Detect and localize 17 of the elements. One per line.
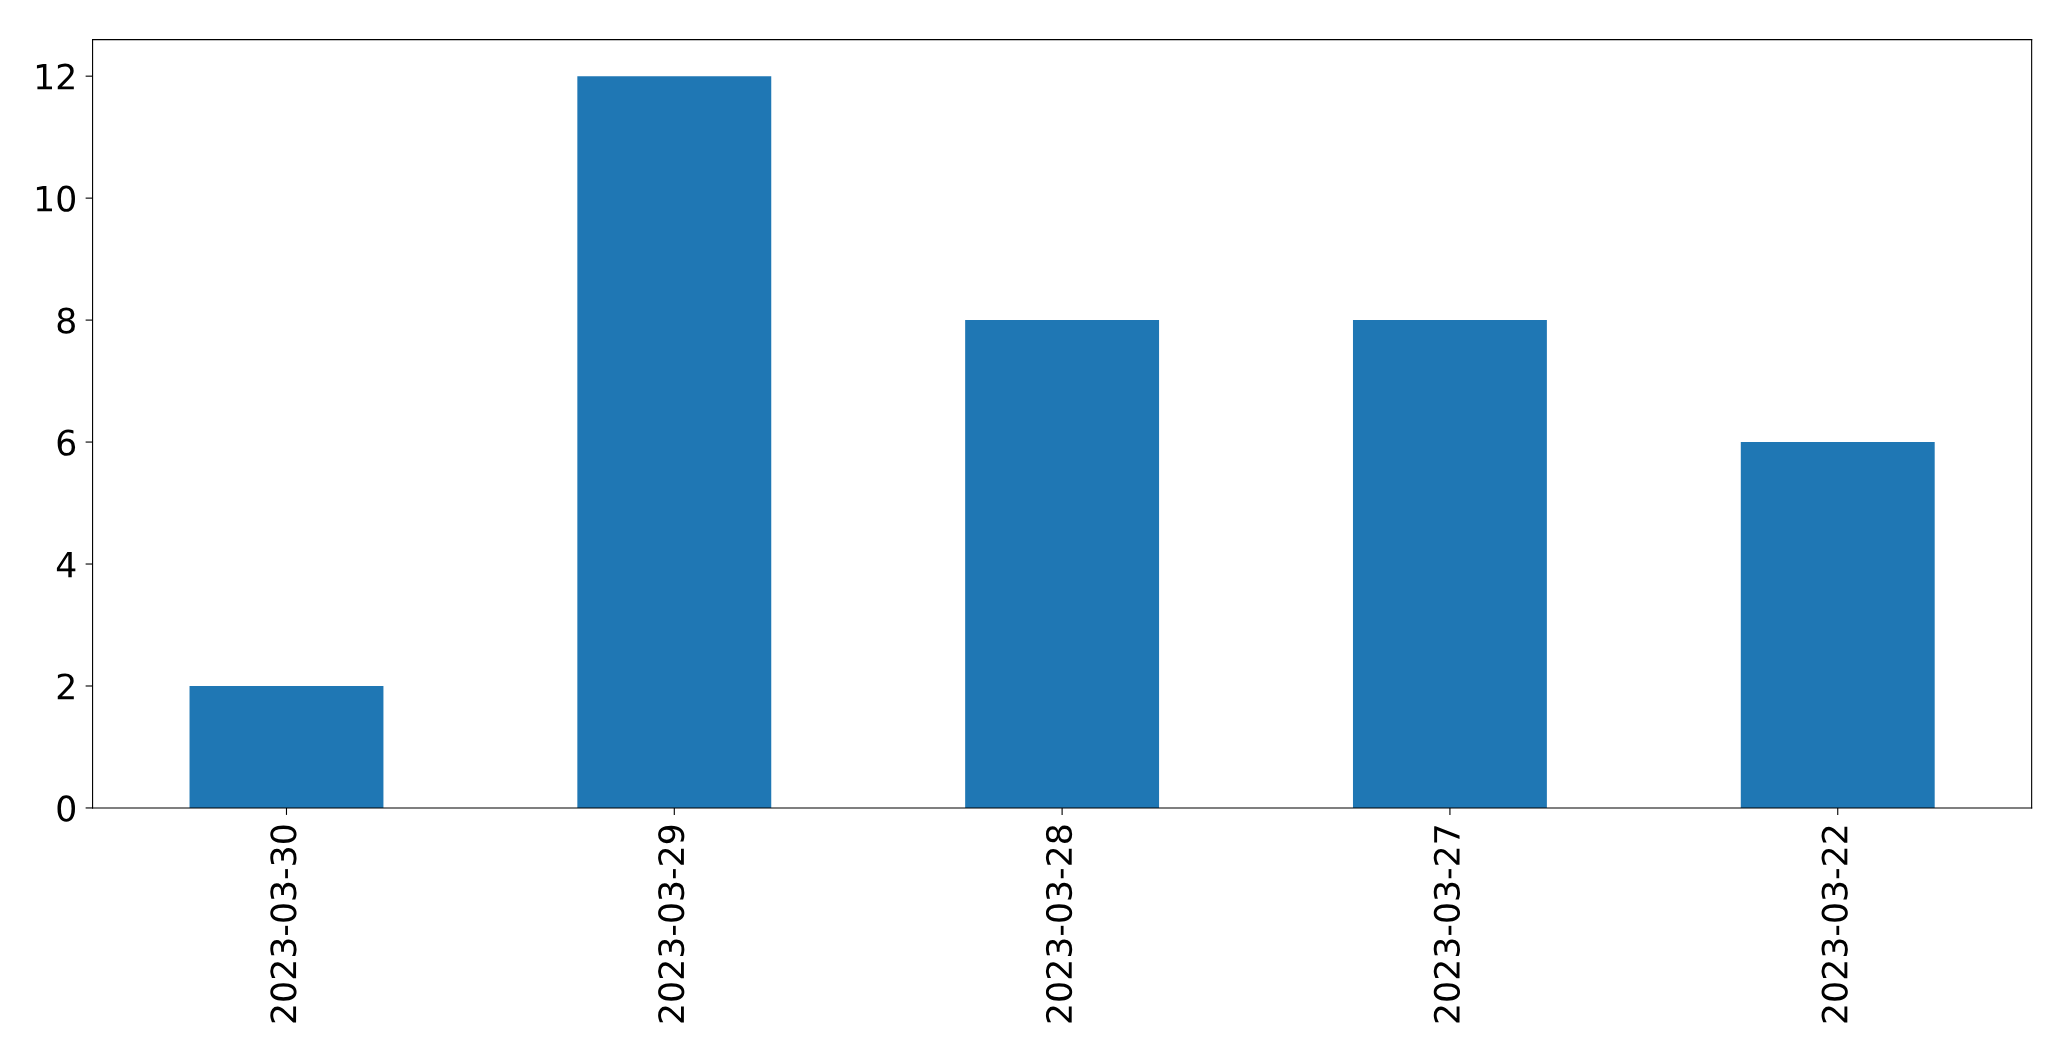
x-tick-label: 2023-03-30 <box>270 825 297 1023</box>
bar <box>965 320 1160 808</box>
bar <box>1740 442 1935 808</box>
x-tick-label: 2023-03-22 <box>1821 826 1848 1023</box>
y-tick-label: 10 <box>36 185 75 212</box>
x-tick-label: 2023-03-28 <box>1045 825 1073 1023</box>
bar <box>577 76 772 808</box>
y-tick-label: 12 <box>36 63 74 90</box>
y-tick-label: 0 <box>57 795 75 822</box>
bar <box>1352 320 1547 808</box>
x-tick-label: 2023-03-29 <box>658 825 685 1023</box>
y-tick-label: 8 <box>57 307 75 334</box>
x-tick-label: 2023-03-27 <box>1433 826 1460 1023</box>
y-tick-label: 6 <box>57 429 76 456</box>
y-tick-label: 4 <box>56 551 76 578</box>
y-tick-label: 2 <box>57 673 74 700</box>
bar <box>189 685 384 808</box>
